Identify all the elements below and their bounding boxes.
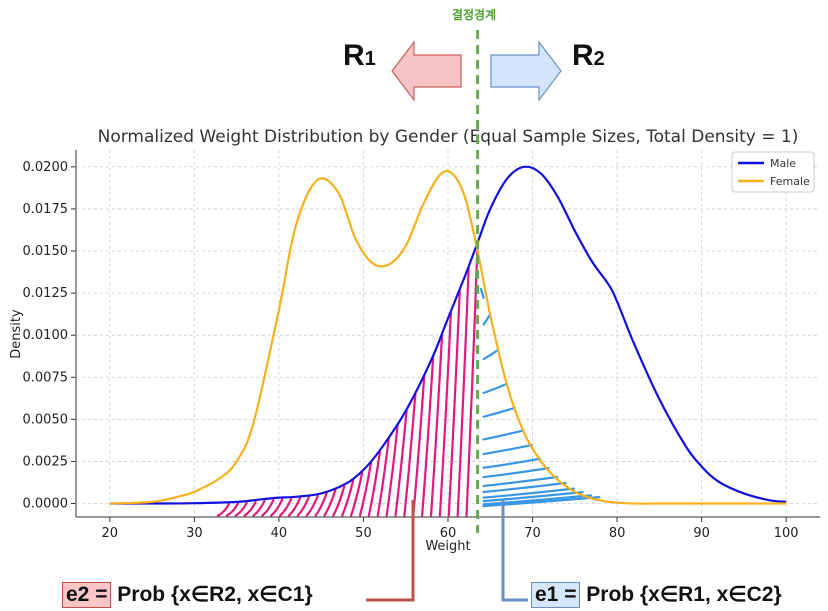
male-error-hatch: [465, 243, 479, 517]
female-error-hatch: [482, 481, 567, 494]
e1-formula: Prob {x∈R1, x∈C2}: [580, 583, 782, 606]
y-tick-label: 0.0025: [23, 454, 69, 469]
male-error-hatch: [234, 501, 248, 517]
x-tick-label: 40: [271, 526, 288, 541]
region-r1-main: R: [343, 39, 365, 72]
y-tick-label: 0.0000: [23, 497, 69, 512]
y-tick-label: 0.0175: [23, 202, 69, 217]
x-tick-label: 70: [524, 526, 541, 541]
male-error-hatch: [252, 499, 266, 517]
y-axis-label: Density: [9, 309, 24, 359]
grid: [76, 150, 820, 517]
male-error-hatch: [287, 497, 302, 517]
male-error-hatch: [394, 410, 408, 517]
female-error-hatch: [482, 406, 516, 418]
x-axis-label: Weight: [425, 539, 470, 554]
female-error-hatch: [482, 475, 559, 488]
e2-callout: e2 = Prob {x∈R2, x∈C1}: [62, 582, 313, 608]
male-error-hatch: [225, 502, 239, 517]
legend: Male Female: [731, 151, 815, 193]
decision-boundary-label: 결정경계: [452, 7, 496, 22]
male-error-hatch: [403, 392, 417, 517]
region-r1-sub: 1: [365, 48, 376, 70]
male-error-hatch: [305, 494, 319, 517]
female-error-hatch: [482, 314, 491, 326]
legend-label-female: Female: [770, 175, 810, 188]
female-error-hatch: [482, 487, 576, 499]
male-error-hatch: [216, 502, 231, 517]
female-error-hatch: [482, 491, 584, 503]
legend-label-male: Male: [770, 157, 796, 170]
female-error-hatch: [482, 443, 533, 456]
density-curves: [109, 165, 787, 505]
e1-callout: e1 = Prob {x∈R1, x∈C2}: [531, 582, 782, 608]
series-line-female: [109, 169, 787, 505]
e2-symbol-box: e2 =: [62, 582, 112, 608]
e2-formula: Prob {x∈R2, x∈C1}: [111, 583, 313, 606]
male-error-hatch: [385, 424, 399, 517]
region-r1-label: R1: [343, 39, 376, 72]
x-tick-label: 80: [609, 526, 626, 541]
region-r2-sub: 2: [594, 48, 605, 70]
e1-symbol-box: e1 =: [531, 582, 581, 608]
male-error-hatch: [278, 497, 293, 517]
axis-ticks: 20 30 40 50 60 70 80 90 100 0.0000 0.0025 0.0050 0.0…: [23, 160, 799, 541]
male-error-hatch: [341, 478, 355, 517]
male-error-hatch: [447, 289, 461, 517]
x-tick-label: 50: [355, 526, 372, 541]
x-tick-label: 90: [693, 526, 710, 541]
y-tick-label: 0.0075: [23, 370, 69, 385]
male-error-hatch: [421, 356, 435, 517]
male-error-hatch: [323, 488, 337, 517]
female-error-hatch: [482, 494, 592, 506]
male-error-hatch: [376, 437, 390, 517]
x-tick-label: 100: [774, 526, 799, 541]
male-error-hatch: [296, 495, 310, 517]
y-tick-label: 0.0050: [23, 412, 69, 427]
x-tick-label: 30: [186, 526, 203, 541]
female-error-hatch: [482, 457, 542, 469]
male-error-hatch: [367, 451, 381, 517]
female-error-hatch: [482, 429, 525, 441]
series-line-male: [109, 165, 787, 505]
male-error-hatch: [438, 311, 452, 517]
right-arrow-icon: [490, 40, 562, 102]
e2-leader-line: [366, 500, 415, 602]
male-error-hatch: [261, 499, 275, 517]
female-error-hatch: [479, 287, 485, 299]
female-error-hatch: [482, 467, 550, 479]
x-tick-label: 60: [440, 526, 457, 541]
y-tick-label: 0.0100: [23, 328, 69, 343]
male-error-hatch: [412, 374, 426, 517]
y-tick-label: 0.0200: [23, 160, 69, 175]
y-tick-label: 0.0125: [23, 286, 69, 301]
male-error-hatch: [314, 492, 328, 517]
male-error-hatch: [456, 267, 470, 517]
x-tick-label: 20: [102, 526, 119, 541]
male-error-hatch: [350, 471, 364, 517]
male-error-hatch: [270, 498, 284, 517]
male-error-hatch: [243, 500, 257, 517]
female-error-hatch: [482, 496, 601, 508]
y-tick-label: 0.0150: [23, 244, 69, 259]
female-error-hatch: [482, 348, 499, 361]
female-error-hatch: [482, 382, 508, 395]
region-r2-label: R2: [572, 39, 605, 72]
male-error-hatch: [358, 461, 373, 517]
chart-title: Normalized Weight Distribution by Gender…: [98, 127, 799, 147]
region-r2-main: R: [572, 39, 594, 72]
left-arrow-icon: [391, 40, 462, 102]
male-error-hatch: [429, 333, 444, 517]
e1-leader-line: [501, 500, 528, 602]
male-error-hatch: [332, 485, 346, 517]
error-hatching: [216, 243, 601, 517]
